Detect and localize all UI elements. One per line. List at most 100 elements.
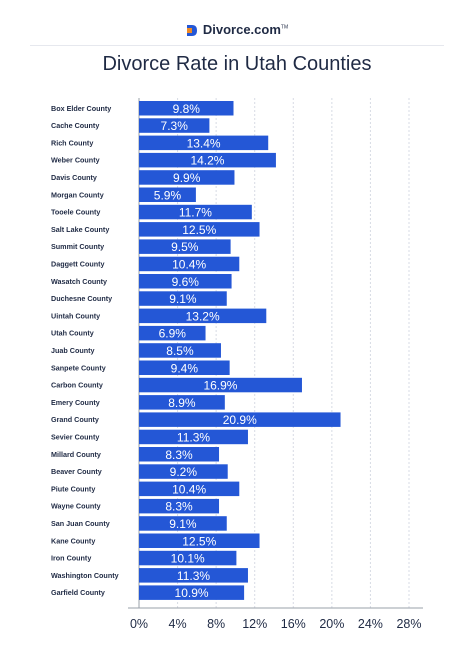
category-label: Millard County xyxy=(51,450,101,459)
bar-value-label: 11.3% xyxy=(177,569,210,583)
bar-value-label: 10.9% xyxy=(175,586,209,600)
bar xyxy=(139,170,235,185)
bar-value-label: 9.1% xyxy=(169,292,197,306)
bar xyxy=(139,222,260,237)
x-tick-label: 24% xyxy=(358,617,383,631)
bar xyxy=(139,256,240,272)
bar xyxy=(139,187,196,202)
category-label: Wayne County xyxy=(51,502,101,511)
bar-value-label: 9.8% xyxy=(173,102,201,116)
category-label: Garfield County xyxy=(51,588,105,597)
category-label: Emery County xyxy=(51,398,100,407)
brand-name: Divorce.com xyxy=(202,22,281,37)
bar xyxy=(139,516,227,531)
category-label: Utah County xyxy=(51,329,94,338)
bar-value-label: 12.5% xyxy=(182,534,216,548)
x-tick-label: 12% xyxy=(242,617,267,631)
category-label: Carbon County xyxy=(51,381,103,390)
category-label: Piute County xyxy=(51,484,95,493)
category-label: Beaver County xyxy=(51,467,102,476)
bar xyxy=(139,325,206,341)
bar xyxy=(139,343,221,358)
bar xyxy=(139,498,220,514)
bar-value-label: 11.3% xyxy=(177,430,210,444)
bar xyxy=(139,481,240,497)
bar-value-label: 9.9% xyxy=(173,171,201,185)
bar-value-label: 14.2% xyxy=(190,154,224,168)
bar xyxy=(139,308,267,324)
bar-value-label: 9.1% xyxy=(169,517,197,531)
bar-value-label: 9.6% xyxy=(172,275,200,289)
category-label: Cache County xyxy=(51,121,99,130)
bar xyxy=(139,568,248,583)
bar-value-label: 16.9% xyxy=(203,379,237,393)
bar-value-label: 5.9% xyxy=(154,188,182,202)
bar xyxy=(139,377,302,393)
category-label: Sevier County xyxy=(51,432,99,441)
bar xyxy=(139,135,269,151)
category-label: Juab County xyxy=(51,346,95,355)
x-tick-label: 4% xyxy=(169,617,187,631)
chart-title: Divorce Rate in Utah Counties xyxy=(102,53,372,75)
category-label: Weber County xyxy=(51,156,100,165)
x-tick-label: 8% xyxy=(207,617,225,631)
bar xyxy=(139,412,341,427)
bar xyxy=(139,429,248,445)
bar xyxy=(139,274,232,289)
bar xyxy=(139,152,276,168)
category-label: Daggett County xyxy=(51,259,105,268)
category-label: Duchesne County xyxy=(51,294,112,303)
category-label: Rich County xyxy=(51,138,93,147)
bar-value-label: 6.9% xyxy=(159,327,187,341)
bar-value-label: 9.2% xyxy=(170,465,198,479)
x-tick-label: 0% xyxy=(130,617,148,631)
bar xyxy=(139,533,260,548)
category-label: Morgan County xyxy=(51,190,104,199)
x-tick-label: 20% xyxy=(319,617,344,631)
bar xyxy=(139,101,234,116)
category-label: Salt Lake County xyxy=(51,225,109,234)
category-label: Wasatch County xyxy=(51,277,107,286)
x-tick-label: 28% xyxy=(396,617,421,631)
bar-value-label: 13.2% xyxy=(186,309,220,323)
bar xyxy=(139,118,210,133)
bar-value-label: 10.4% xyxy=(172,257,206,271)
x-tick-label: 16% xyxy=(281,617,306,631)
category-label: Summit County xyxy=(51,242,104,251)
category-label: Uintah County xyxy=(51,311,100,320)
bar xyxy=(139,204,252,220)
bar xyxy=(139,291,227,306)
bar-value-label: 12.5% xyxy=(182,223,216,237)
bar xyxy=(139,395,225,410)
bar-value-label: 7.3% xyxy=(161,119,189,133)
category-label: Box Elder County xyxy=(51,104,111,113)
bar xyxy=(139,464,228,479)
bar-value-label: 20.9% xyxy=(223,413,257,427)
bar-value-label: 8.5% xyxy=(166,344,194,358)
bar-value-label: 9.4% xyxy=(171,361,199,375)
bar xyxy=(139,550,237,566)
bar-value-label: 10.4% xyxy=(172,482,206,496)
bar-value-label: 8.3% xyxy=(165,448,193,462)
bar xyxy=(139,585,245,600)
brand-logo: Divorce.comTM xyxy=(0,22,474,37)
bar-value-label: 8.9% xyxy=(168,396,196,410)
bar xyxy=(139,239,231,254)
bar-value-label: 11.7% xyxy=(179,206,212,220)
bar xyxy=(139,360,230,375)
category-label: Grand County xyxy=(51,415,99,424)
bar xyxy=(139,447,220,462)
category-label: San Juan County xyxy=(51,519,110,528)
category-label: Washington County xyxy=(51,571,119,580)
bar-value-label: 13.4% xyxy=(187,136,221,150)
brand-trademark: TM xyxy=(280,24,289,31)
category-label: Iron County xyxy=(51,554,91,563)
header-divider xyxy=(30,45,444,46)
divorce-logo-icon xyxy=(186,25,197,37)
category-label: Tooele County xyxy=(51,208,100,217)
bar-value-label: 8.3% xyxy=(165,500,193,514)
category-label: Kane County xyxy=(51,536,95,545)
category-label: Davis County xyxy=(51,173,97,182)
bar-value-label: 10.1% xyxy=(171,552,205,566)
